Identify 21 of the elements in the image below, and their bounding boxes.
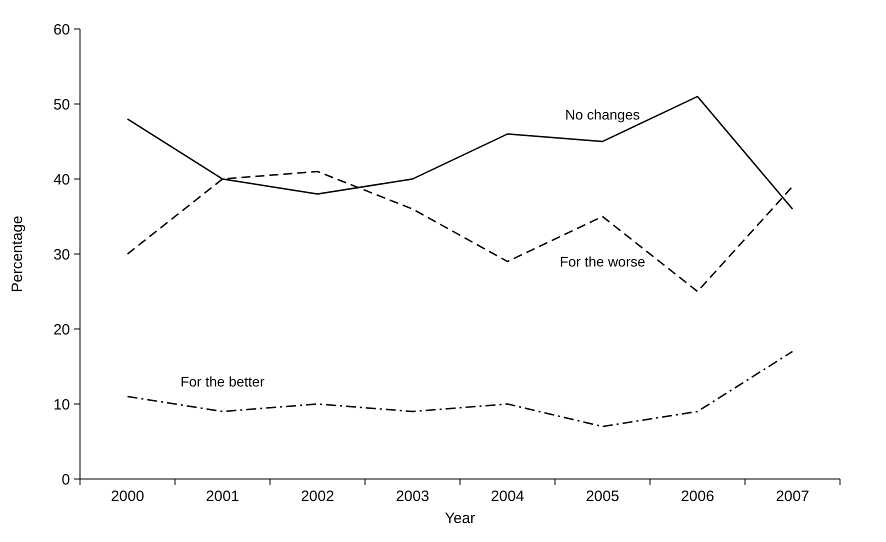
x-tick-label: 2003 [396, 488, 430, 505]
x-tick-label: 2006 [680, 488, 714, 505]
x-tick-label: 2007 [776, 488, 810, 505]
y-tick-label: 30 [53, 246, 70, 264]
x-tick-label: 2002 [300, 488, 334, 505]
y-tick-label: 0 [62, 471, 70, 488]
line-series [126, 350, 794, 428]
series-label: No changes [565, 106, 640, 122]
y-tick-label: 10 [53, 396, 70, 414]
y-axis-title: Percentage [9, 216, 26, 292]
y-tick-label: 60 [53, 21, 70, 38]
series-label: For the worse [560, 254, 646, 270]
x-tick-label: 2004 [490, 488, 524, 505]
y-tick-label: 40 [53, 171, 70, 188]
x-tick-label: 2005 [586, 488, 620, 505]
x-tick-label: 2000 [110, 488, 144, 505]
y-tick-label: 20 [53, 321, 70, 338]
y-tick-label: 50 [53, 96, 70, 114]
x-axis-title: Year [444, 510, 476, 527]
x-tick-label: 2001 [206, 488, 240, 505]
series-label: For the better [180, 374, 265, 390]
